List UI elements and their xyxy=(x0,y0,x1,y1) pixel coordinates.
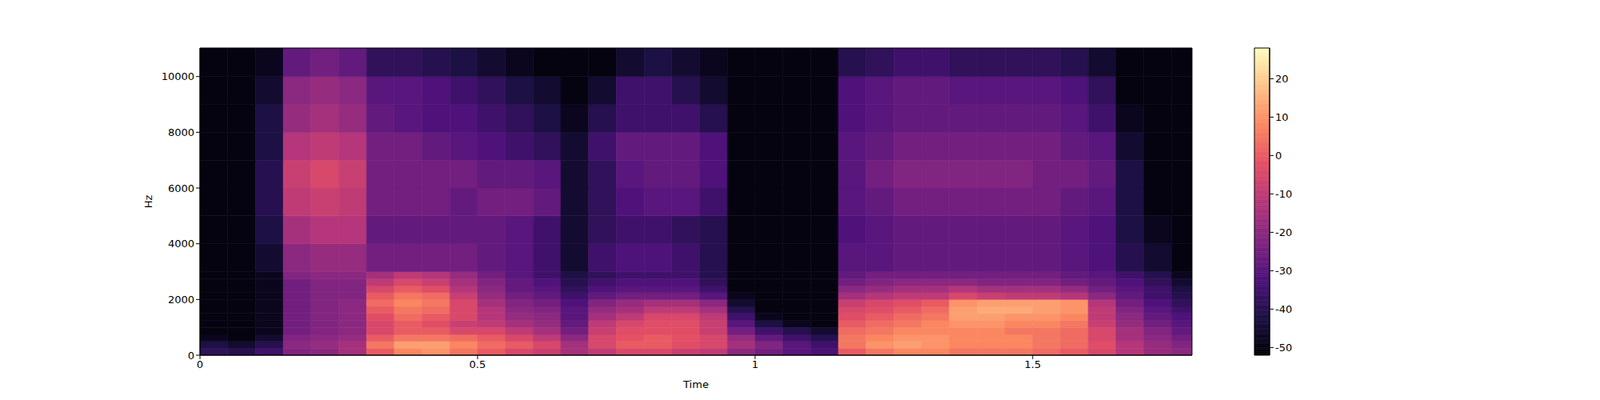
svg-text:-50: -50 xyxy=(1275,341,1292,354)
svg-text:0: 0 xyxy=(188,349,195,362)
svg-text:10: 10 xyxy=(1275,111,1289,124)
svg-text:6000: 6000 xyxy=(168,182,195,195)
svg-text:0.5: 0.5 xyxy=(469,358,487,371)
svg-text:Time: Time xyxy=(682,378,709,391)
svg-text:10000: 10000 xyxy=(161,70,195,83)
svg-text:0: 0 xyxy=(1275,149,1282,162)
svg-text:20: 20 xyxy=(1275,72,1289,85)
svg-text:-10: -10 xyxy=(1275,188,1292,200)
svg-text:8000: 8000 xyxy=(168,126,195,139)
svg-text:-40: -40 xyxy=(1275,303,1292,316)
svg-text:-20: -20 xyxy=(1275,226,1292,239)
svg-text:4000: 4000 xyxy=(168,237,195,250)
svg-text:Hz: Hz xyxy=(142,195,155,209)
svg-text:1.5: 1.5 xyxy=(1024,358,1042,371)
svg-text:2000: 2000 xyxy=(168,293,195,306)
svg-text:-30: -30 xyxy=(1275,264,1292,277)
svg-text:0: 0 xyxy=(196,358,204,371)
svg-text:1: 1 xyxy=(752,358,759,371)
